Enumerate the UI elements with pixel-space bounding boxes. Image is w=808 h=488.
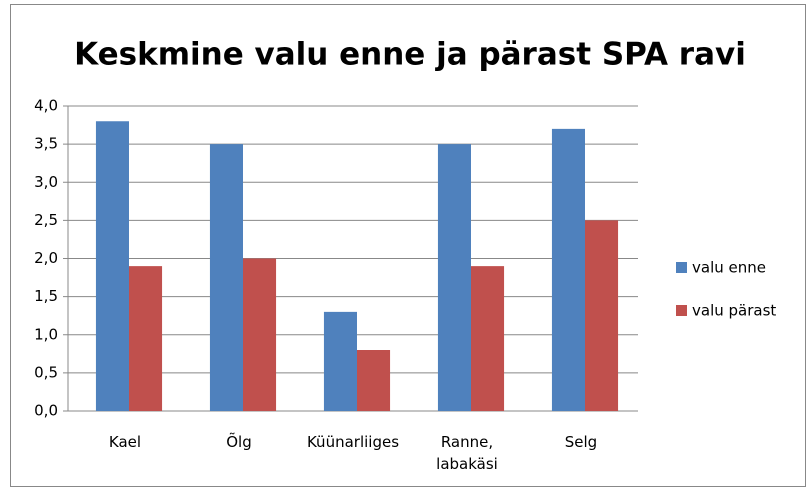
legend-label: valu pärast xyxy=(692,302,776,320)
y-tick-label: 2,0 xyxy=(34,249,58,267)
y-tick-label: 4,0 xyxy=(34,97,58,115)
bar xyxy=(95,121,129,411)
bar xyxy=(323,311,357,411)
chart-border xyxy=(10,4,806,487)
y-tick-label: 3,0 xyxy=(34,173,58,191)
x-tick-label: Ranne, labakäsi xyxy=(436,433,498,473)
bar xyxy=(209,144,243,411)
legend-swatch xyxy=(676,305,687,316)
x-tick-label: Kael xyxy=(108,433,142,451)
bar xyxy=(357,350,391,411)
bar xyxy=(243,258,277,411)
bar xyxy=(471,266,505,411)
y-tick-label: 0,5 xyxy=(34,363,58,381)
bar xyxy=(437,144,471,411)
y-tick-label: 1,5 xyxy=(34,287,58,305)
y-tick-label: 2,5 xyxy=(34,211,58,229)
chart-title: Keskmine valu enne ja pärast SPA ravi xyxy=(74,37,746,73)
y-tick-label: 3,5 xyxy=(34,135,58,153)
x-tick-label: Õlg xyxy=(226,433,252,451)
bar xyxy=(551,128,585,411)
legend-label: valu enne xyxy=(692,259,766,277)
legend-swatch xyxy=(676,262,687,273)
x-tick-label: Selg xyxy=(564,433,598,451)
bar xyxy=(585,220,619,411)
y-tick-label: 0,0 xyxy=(34,402,58,420)
x-tick-label: Küünarliiges xyxy=(306,433,400,451)
bar xyxy=(129,266,163,411)
y-tick-label: 1,0 xyxy=(34,325,58,343)
